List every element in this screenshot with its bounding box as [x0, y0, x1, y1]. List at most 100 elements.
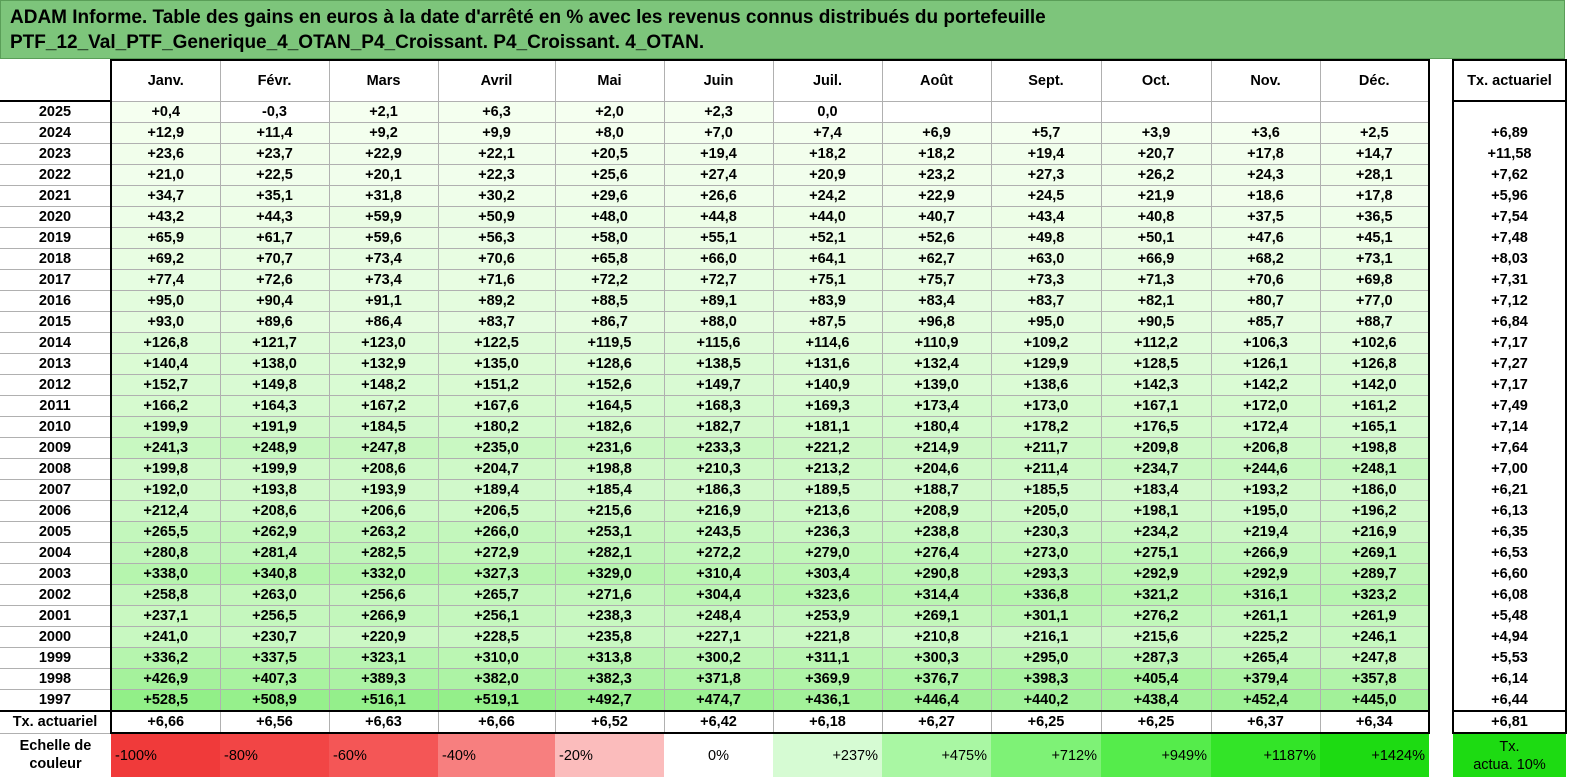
tx-actuariel-cell: +5,53: [1452, 647, 1567, 669]
report-title: ADAM Informe. Table des gains en euros à…: [0, 0, 1565, 59]
value-cell: [1319, 100, 1430, 123]
value-cell: +165,1: [1319, 416, 1430, 438]
value-cell: +228,5: [437, 626, 556, 648]
year-cell: 2024: [0, 122, 112, 144]
table-row: 2002 +258,8 +263,0 +256,6 +265,7 +271,6 +304,4…: [0, 584, 1567, 606]
year-cell: 2000: [0, 626, 112, 648]
value-cell: +2,0: [554, 100, 665, 123]
value-cell: +263,0: [219, 584, 330, 606]
month-header: Avril: [437, 59, 556, 102]
value-cell: +211,4: [990, 458, 1102, 480]
value-cell: +248,4: [663, 605, 774, 627]
spacer: [1429, 395, 1453, 417]
value-cell: +110,9: [881, 332, 992, 354]
tx-actuariel-cell: +4,94: [1452, 626, 1567, 648]
year-cell: 2015: [0, 311, 112, 333]
value-cell: +256,6: [328, 584, 439, 606]
value-cell: +180,2: [437, 416, 556, 438]
value-cell: +89,6: [219, 311, 330, 333]
tx-actuariel-cell: +6,84: [1452, 311, 1567, 333]
value-cell: +214,9: [881, 437, 992, 459]
value-cell: +193,8: [219, 479, 330, 501]
year-cell: 2025: [0, 100, 112, 123]
month-header: Sept.: [990, 59, 1102, 102]
spacer: [1429, 668, 1453, 690]
value-cell: +265,7: [437, 584, 556, 606]
spacer: [1429, 206, 1453, 228]
footer-value-cell: +6,66: [437, 710, 556, 734]
footer-value-cell: +6,34: [1319, 710, 1430, 734]
year-cell: 1999: [0, 647, 112, 669]
value-cell: +173,0: [990, 395, 1102, 417]
spacer: [1429, 711, 1453, 733]
table-row: 2018 +69,2 +70,7 +73,4 +70,6 +65,8 +66,0 +64,1 +…: [0, 248, 1567, 270]
table-row: 2009 +241,3 +248,9 +247,8 +235,0 +231,6 +233,3…: [0, 437, 1567, 459]
value-cell: +314,4: [881, 584, 992, 606]
value-cell: +195,0: [1210, 500, 1321, 522]
value-cell: +73,4: [328, 248, 439, 270]
value-cell: +95,0: [990, 311, 1102, 333]
value-cell: +22,3: [437, 164, 556, 186]
table-row: 2015 +93,0 +89,6 +86,4 +83,7 +86,7 +88,0 +87,5 +…: [0, 311, 1567, 333]
value-cell: +266,9: [328, 605, 439, 627]
value-cell: +48,0: [554, 206, 665, 228]
value-cell: +50,1: [1100, 227, 1212, 249]
value-cell: +186,3: [663, 479, 774, 501]
value-cell: +20,1: [328, 164, 439, 186]
value-cell: +17,8: [1210, 143, 1321, 165]
value-cell: +65,9: [110, 227, 221, 249]
value-cell: +382,0: [437, 668, 556, 690]
value-cell: +73,3: [990, 269, 1102, 291]
value-cell: +196,2: [1319, 500, 1430, 522]
value-cell: +213,6: [772, 500, 883, 522]
tx-actuariel-cell: +6,53: [1452, 542, 1567, 564]
year-cell: 2021: [0, 185, 112, 207]
value-cell: +11,4: [219, 122, 330, 144]
tx-actuariel-cell: +7,17: [1452, 374, 1567, 396]
spacer: [1429, 311, 1453, 333]
value-cell: +216,9: [663, 500, 774, 522]
value-cell: +166,2: [110, 395, 221, 417]
value-cell: +102,6: [1319, 332, 1430, 354]
value-cell: +43,2: [110, 206, 221, 228]
value-cell: +20,9: [772, 164, 883, 186]
value-cell: +25,6: [554, 164, 665, 186]
value-cell: [990, 100, 1102, 123]
spacer: [1429, 164, 1453, 186]
table-row: 2004 +280,8 +281,4 +282,5 +272,9 +282,1 +272,2…: [0, 542, 1567, 564]
table-row: 1997 +528,5 +508,9 +516,1 +519,1 +492,7 +474,7…: [0, 689, 1567, 712]
value-cell: +35,1: [219, 185, 330, 207]
value-cell: +227,1: [663, 626, 774, 648]
value-cell: +376,7: [881, 668, 992, 690]
tx-scale-line1: Tx.: [1499, 738, 1520, 755]
tx-actuariel-cell: +7,31: [1452, 269, 1567, 291]
value-cell: +311,1: [772, 647, 883, 669]
value-cell: +122,5: [437, 332, 556, 354]
value-cell: +80,7: [1210, 290, 1321, 312]
value-cell: +142,2: [1210, 374, 1321, 396]
value-cell: +369,9: [772, 668, 883, 690]
tx-actuariel-cell: +7,49: [1452, 395, 1567, 417]
table-row: 2005 +265,5 +262,9 +263,2 +266,0 +253,1 +243,5…: [0, 521, 1567, 543]
value-cell: +198,8: [554, 458, 665, 480]
tx-actuariel-header: Tx. actuariel: [1452, 59, 1567, 102]
value-cell: +114,6: [772, 332, 883, 354]
value-cell: +70,7: [219, 248, 330, 270]
tx-actuariel-cell: +6,13: [1452, 500, 1567, 522]
value-cell: +199,9: [110, 416, 221, 438]
color-swatch: -100%: [111, 733, 220, 777]
spacer: [1429, 689, 1453, 711]
value-cell: +82,1: [1100, 290, 1212, 312]
value-cell: +198,8: [1319, 437, 1430, 459]
month-header: Nov.: [1210, 59, 1321, 102]
value-cell: +88,7: [1319, 311, 1430, 333]
color-scale-row: Echelle de couleur -100% -80% -60% -40% -20% 0%…: [0, 733, 1566, 777]
value-cell: +198,1: [1100, 500, 1212, 522]
value-cell: +282,5: [328, 542, 439, 564]
value-cell: +199,9: [219, 458, 330, 480]
year-cell: 2001: [0, 605, 112, 627]
value-cell: +6,9: [881, 122, 992, 144]
value-cell: +193,9: [328, 479, 439, 501]
table-row: 2014 +126,8 +121,7 +123,0 +122,5 +119,5 +115,6…: [0, 332, 1567, 354]
month-header: Déc.: [1319, 59, 1430, 102]
